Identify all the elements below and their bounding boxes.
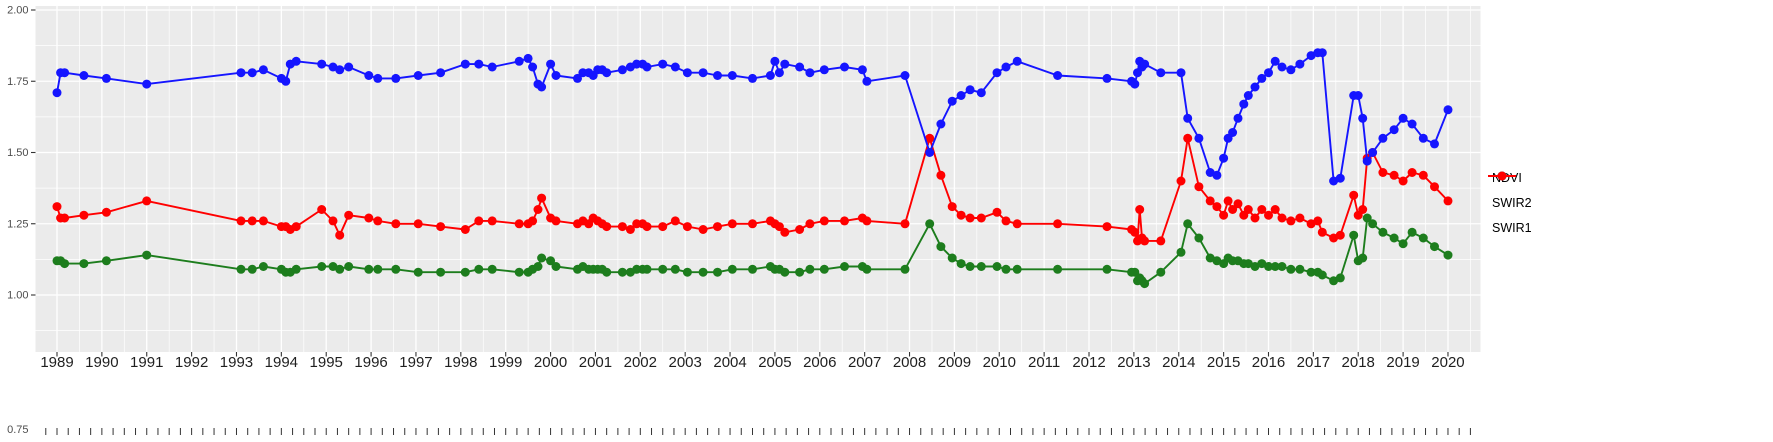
x-tick-label: 2008 [893, 354, 926, 371]
y-tick-label: 1.25 [7, 218, 28, 230]
y-bottom-tick-label: 0.75 [7, 424, 28, 436]
legend-key-swir1-icon [1488, 171, 1516, 181]
x-tick-label: 2020 [1431, 354, 1464, 371]
y-tick-label: 1.00 [7, 290, 28, 302]
x-tick-label: 2014 [1162, 354, 1195, 371]
x-tick-label: 2004 [713, 354, 746, 371]
x-tick-label: 2011 [1028, 354, 1060, 371]
x-tick-label: 2005 [758, 354, 791, 371]
y-tick-label: 1.75 [7, 76, 28, 88]
x-tick-label: 1995 [310, 354, 343, 371]
x-tick-label: 2009 [938, 354, 971, 371]
x-tick-label: 1996 [354, 354, 387, 371]
x-tick-label: 1994 [265, 354, 298, 371]
x-tick-label: 2015 [1207, 354, 1240, 371]
y-tick-label: 1.50 [7, 147, 28, 159]
legend-item-swir2: SWIR2 [1487, 171, 1532, 214]
bottom-axis-strip: 0.75 [7, 424, 1471, 436]
x-tick-label: 1989 [40, 354, 73, 371]
series-ndvi [52, 48, 1453, 186]
legend-label-swir2: SWIR2 [1492, 195, 1532, 210]
x-tick-label: 2000 [534, 354, 567, 371]
x-tick-label: 1990 [85, 354, 118, 371]
x-tick-label: 2012 [1072, 354, 1105, 371]
x-tick-label: 2016 [1252, 354, 1285, 371]
x-tick-label: 1993 [220, 354, 253, 371]
plot-panel [35, 6, 1481, 352]
x-tick-label: 2018 [1342, 354, 1375, 371]
legend: NDVI SWIR2 SWIR1 [1487, 167, 1532, 239]
x-tick-label: 1997 [399, 354, 432, 371]
legend-label-swir1: SWIR1 [1492, 220, 1532, 235]
gridlines [35, 6, 1481, 352]
x-tick-label: 2006 [803, 354, 836, 371]
y-tick-label: 2.00 [7, 5, 28, 17]
series-swir2 [52, 213, 1453, 289]
x-tick-label: 2010 [983, 354, 1016, 371]
x-tick-label: 2013 [1117, 354, 1150, 371]
x-tick-label: 2002 [624, 354, 657, 371]
x-tick-label: 2003 [668, 354, 701, 371]
x-tick-label: 1999 [489, 354, 522, 371]
x-tick-label: 2007 [848, 354, 881, 371]
x-tick-label: 2017 [1297, 354, 1330, 371]
axes: 1989 1990 1991 1992 1993 1994 1995 1996 1997 1998… [7, 5, 1465, 372]
x-tick-label: 1991 [130, 354, 163, 371]
x-tick-label: 1992 [175, 354, 208, 371]
x-tick-label: 2001 [579, 354, 612, 371]
x-tick-label: 2019 [1386, 354, 1419, 371]
x-tick-label: 1998 [444, 354, 477, 371]
legend-item-swir1: SWIR1 [1487, 171, 1532, 239]
